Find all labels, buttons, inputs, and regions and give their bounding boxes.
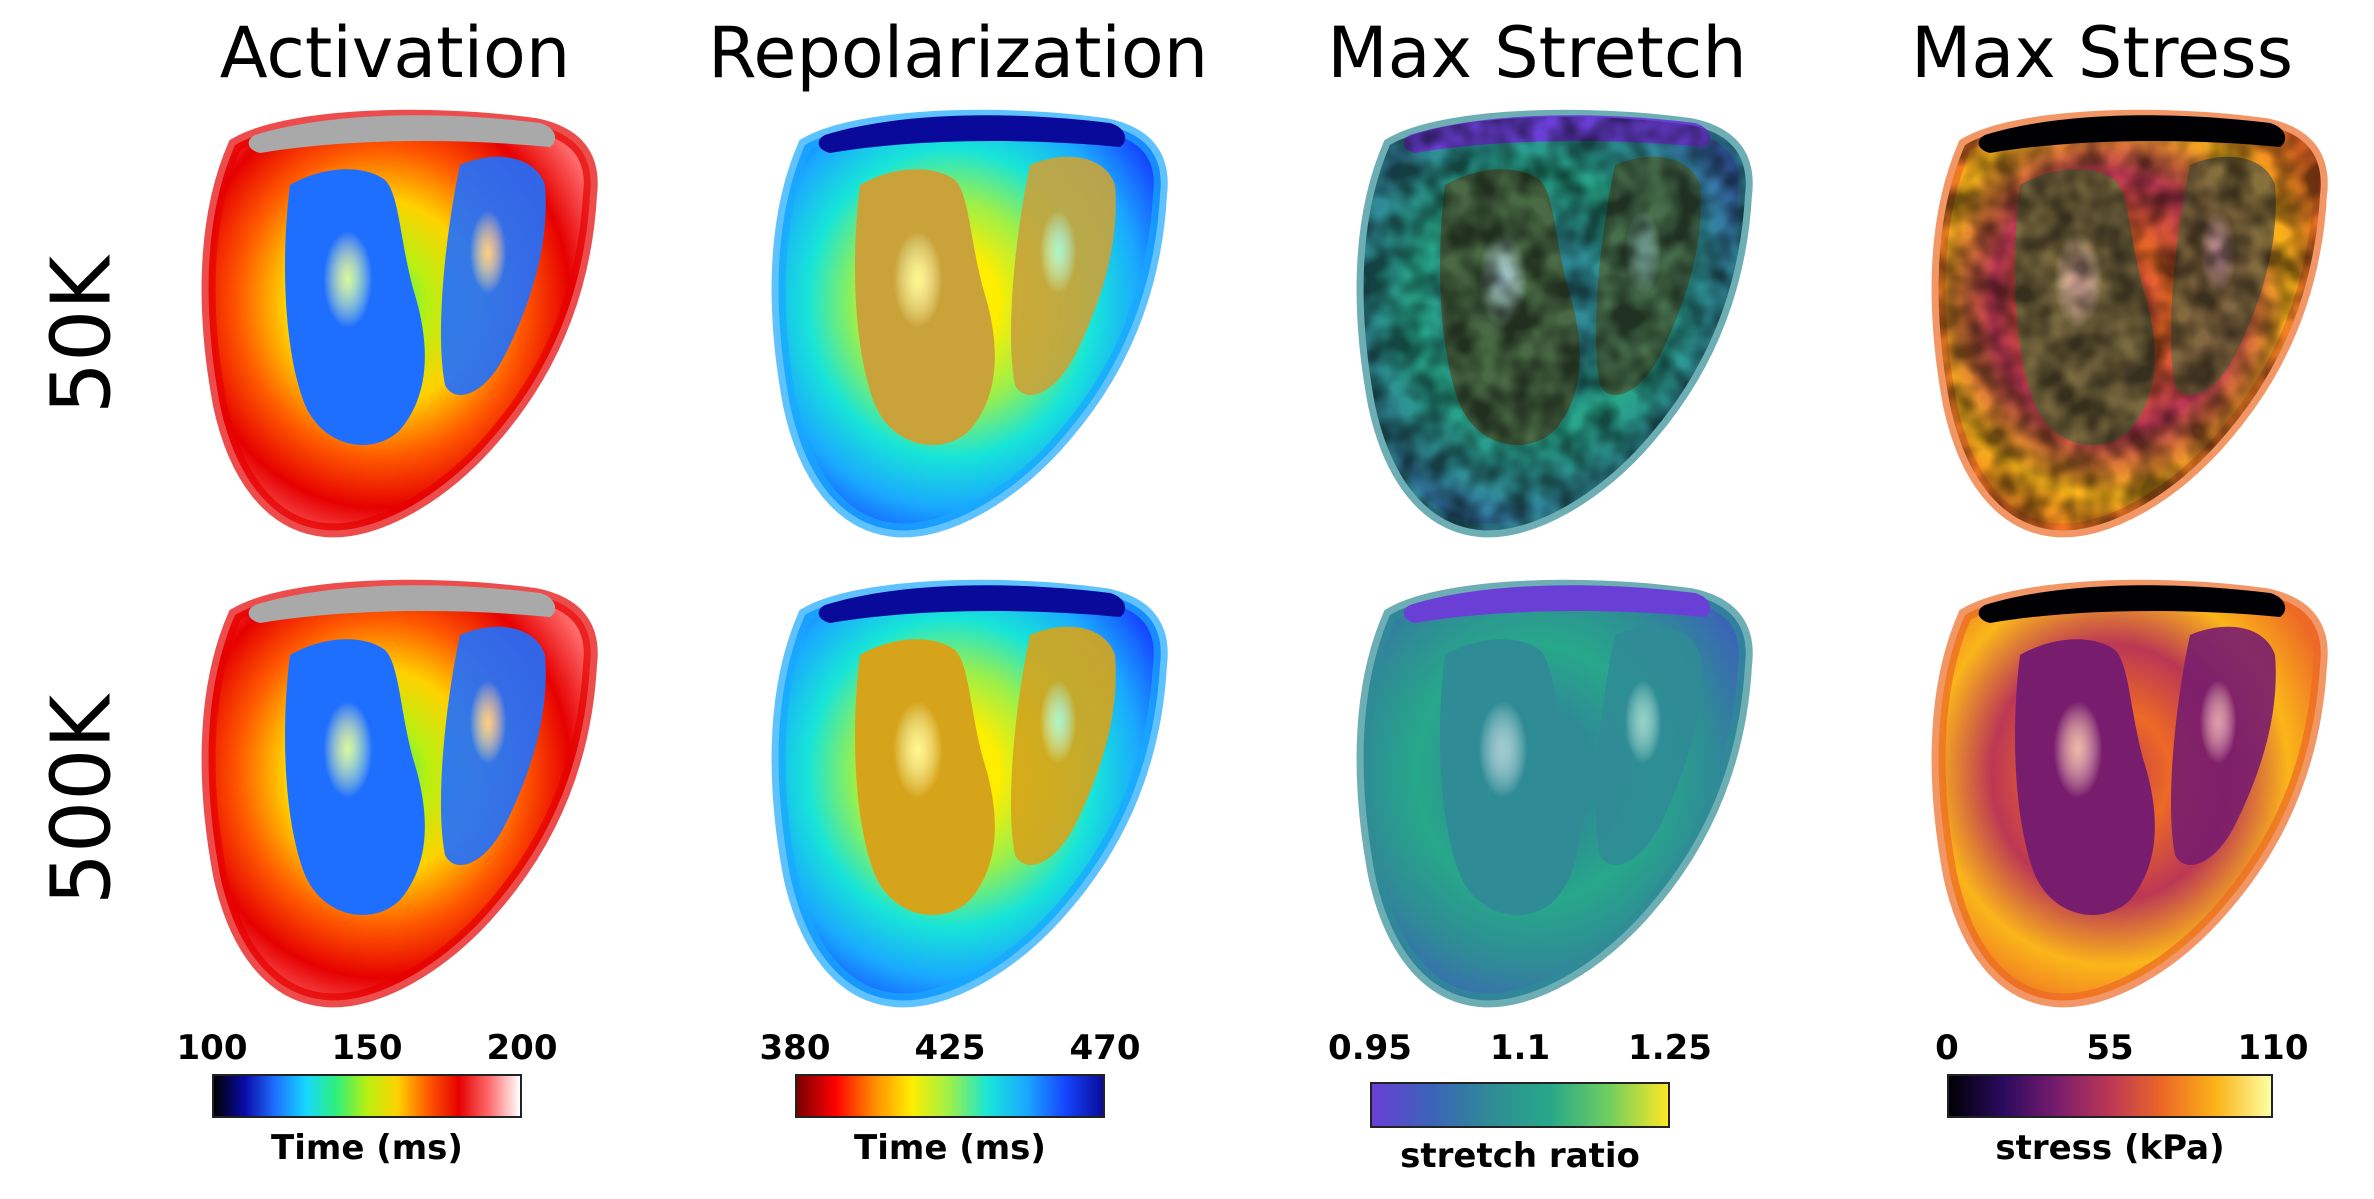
colorbar-tick: 1.1 bbox=[1489, 1028, 1551, 1068]
heart-50k-repolarization bbox=[771, 109, 1168, 538]
colorbar-gradient bbox=[795, 1074, 1105, 1118]
colorbar-ticks: 0.95 1.1 1.25 bbox=[1328, 1028, 1712, 1068]
colorbar-tick: 1.25 bbox=[1628, 1028, 1712, 1068]
column-title-max-stress: Max Stress bbox=[1910, 12, 2294, 94]
heart-50k-max-stretch bbox=[1356, 109, 1753, 538]
colorbar-tick: 100 bbox=[176, 1028, 248, 1068]
colorbar-label: stretch ratio bbox=[1400, 1136, 1640, 1176]
colorbar-ticks: 380 425 470 bbox=[760, 1028, 1141, 1068]
colorbar-label: stress (kPa) bbox=[1995, 1128, 2225, 1168]
heart-50k-activation bbox=[201, 109, 598, 538]
colorbar-tick: 55 bbox=[2086, 1028, 2134, 1068]
heart-shape bbox=[1931, 109, 2328, 538]
row-label-50k: 50K bbox=[34, 255, 130, 415]
heart-shape bbox=[201, 109, 598, 538]
heart-shape bbox=[1356, 579, 1753, 1008]
heart-500k-max-stretch bbox=[1356, 579, 1753, 1008]
heart-500k-repolarization bbox=[771, 579, 1168, 1008]
column-title-repolarization: Repolarization bbox=[707, 12, 1209, 94]
colorbar-tick: 380 bbox=[759, 1028, 831, 1068]
colorbar-tick: 150 bbox=[331, 1028, 403, 1068]
column-title-activation: Activation bbox=[219, 12, 571, 94]
colorbar-repolarization: 380 425 470 Time (ms) bbox=[760, 1028, 1141, 1188]
colorbar-tick: 0 bbox=[1935, 1028, 1959, 1068]
colorbar-tick: 110 bbox=[2237, 1028, 2309, 1068]
colorbar-tick: 425 bbox=[914, 1028, 986, 1068]
heart-shape bbox=[771, 579, 1168, 1008]
colorbar-gradient bbox=[212, 1074, 522, 1118]
colorbar-tick: 470 bbox=[1069, 1028, 1141, 1068]
heart-500k-activation bbox=[201, 579, 598, 1008]
heart-500k-max-stress bbox=[1931, 579, 2328, 1008]
column-title-max-stretch: Max Stretch bbox=[1327, 12, 1747, 94]
colorbar-gradient bbox=[1947, 1074, 2273, 1118]
colorbar-label: Time (ms) bbox=[271, 1128, 463, 1168]
heart-shape bbox=[1931, 579, 2328, 1008]
colorbar-tick: 0.95 bbox=[1328, 1028, 1412, 1068]
heart-shape bbox=[1356, 109, 1753, 538]
colorbar-tick: 200 bbox=[486, 1028, 558, 1068]
colorbar-ticks: 0 55 110 bbox=[1935, 1028, 2308, 1068]
colorbar-max-stress: 0 55 110 stress (kPa) bbox=[1935, 1028, 2308, 1188]
heart-shape bbox=[771, 109, 1168, 538]
colorbar-activation: 100 150 200 Time (ms) bbox=[177, 1028, 558, 1188]
colorbar-max-stretch: 0.95 1.1 1.25 stretch ratio bbox=[1328, 1028, 1712, 1193]
heart-50k-max-stress bbox=[1931, 109, 2328, 538]
colorbar-gradient bbox=[1370, 1082, 1670, 1128]
row-label-500k: 500K bbox=[34, 694, 130, 906]
colorbar-label: Time (ms) bbox=[854, 1128, 1046, 1168]
colorbar-ticks: 100 150 200 bbox=[177, 1028, 558, 1068]
heart-shape bbox=[201, 579, 598, 1008]
